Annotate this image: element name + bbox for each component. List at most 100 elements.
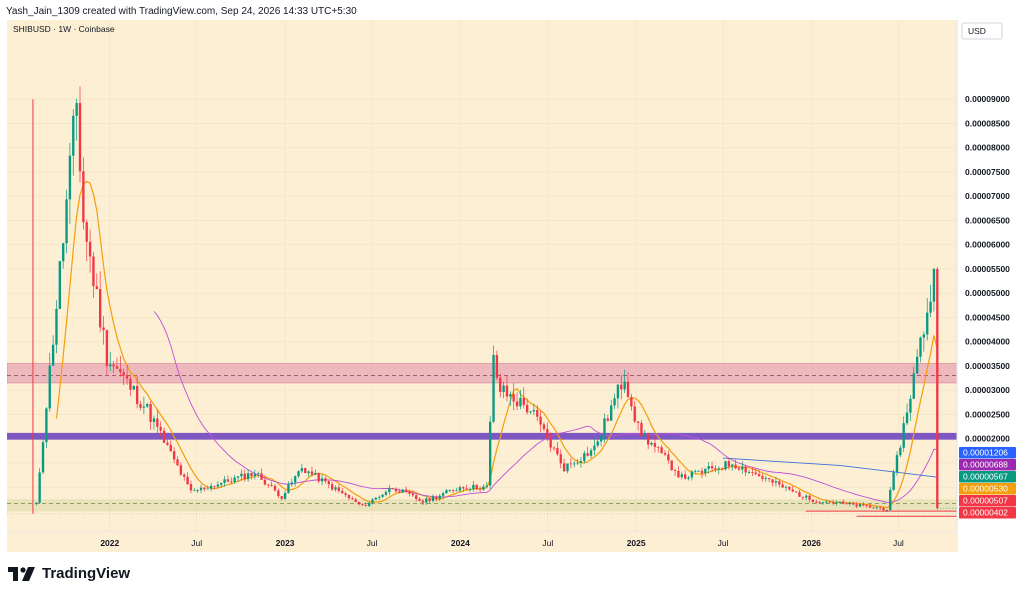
candle-body — [438, 495, 441, 499]
candle-body — [754, 472, 757, 475]
candle-body — [502, 385, 505, 392]
candle-body — [98, 289, 102, 328]
candle-body — [92, 256, 95, 287]
candle-body — [929, 301, 932, 313]
candle-body — [720, 468, 724, 470]
candle-body — [172, 451, 176, 460]
candle-body — [670, 460, 673, 471]
candle-body — [633, 406, 636, 422]
candle-body — [411, 493, 415, 496]
candle-body — [794, 491, 798, 493]
candle-body — [868, 505, 872, 508]
candle-body — [48, 365, 51, 409]
candle-body — [751, 472, 754, 473]
candle-body — [586, 453, 589, 456]
candle-body — [878, 507, 882, 509]
candle-body — [388, 488, 391, 493]
candle-body — [845, 503, 848, 505]
candle-body — [875, 507, 878, 509]
candle-body — [176, 459, 179, 466]
candle-body — [314, 472, 317, 475]
candle-body — [58, 261, 62, 309]
candle-body — [623, 381, 626, 390]
candle-body — [889, 489, 892, 511]
candle-body — [324, 478, 327, 482]
candle-body — [862, 504, 865, 506]
candle-body — [522, 397, 525, 405]
candle-body — [135, 385, 139, 404]
candle-body — [660, 447, 663, 454]
ma-slow-line — [153, 311, 938, 503]
candle-body — [300, 468, 304, 472]
candle-body — [589, 450, 593, 456]
price-label-text: 0.00000688 — [963, 460, 1008, 470]
candle-body — [734, 464, 737, 469]
price-tick-label: 0.00004500 — [965, 312, 1010, 322]
candle-body — [613, 398, 616, 406]
time-tick-label: Jul — [191, 538, 202, 548]
candle-body — [398, 491, 401, 493]
candle-body — [468, 489, 472, 491]
candle-body — [744, 466, 747, 473]
currency-button[interactable]: USD — [961, 22, 1003, 40]
candle-body — [243, 473, 246, 480]
candle-body — [741, 466, 744, 470]
candle-body — [431, 496, 435, 502]
time-tick-label: Jul — [718, 538, 729, 548]
candle-body — [657, 446, 660, 448]
candle-body — [267, 484, 270, 486]
candle-body — [704, 468, 707, 474]
candle-body — [273, 485, 277, 491]
time-tick-label: 2024 — [451, 538, 470, 548]
candle-body — [109, 364, 112, 367]
time-axis: 2022 Jul 2023 Jul 2024 Jul 2025 Jul 2026 Jul — [100, 538, 904, 548]
candle-body — [899, 447, 902, 456]
candle-body — [206, 488, 209, 490]
candle-body — [626, 381, 630, 398]
candle-body — [45, 408, 48, 443]
candle-body — [280, 496, 283, 499]
candle-body — [223, 479, 226, 483]
candle-body — [710, 466, 714, 469]
time-tick-label: 2026 — [802, 538, 821, 548]
purple-level-band — [7, 432, 957, 440]
candle-body — [680, 474, 683, 478]
time-tick-label: Jul — [893, 538, 904, 548]
candle-body — [35, 502, 38, 504]
candle-body — [189, 484, 193, 491]
candle-body — [653, 442, 657, 447]
time-tick-label: Jul — [542, 538, 553, 548]
candle-body — [465, 488, 468, 490]
candle-body — [112, 364, 115, 367]
candle-body — [919, 337, 922, 357]
candle-body — [818, 501, 821, 503]
candle-body — [203, 487, 206, 490]
price-tick-label: 0.00003000 — [965, 385, 1010, 395]
candle-body — [260, 473, 263, 480]
candle-body — [122, 372, 125, 376]
candle-body — [102, 327, 105, 331]
candle-body — [95, 286, 98, 290]
candle-body — [532, 410, 536, 412]
candle-body — [290, 482, 293, 485]
candle-body — [119, 368, 122, 373]
candle-body — [909, 398, 912, 413]
candle-body — [250, 473, 253, 477]
candle-body — [183, 474, 186, 477]
candle-body — [663, 453, 667, 455]
candle-body — [579, 461, 583, 463]
candle-body — [115, 366, 119, 369]
candle-body — [771, 479, 774, 483]
candle-body — [599, 435, 603, 442]
candle-body — [593, 445, 596, 451]
candle-body — [344, 493, 347, 496]
candle-body — [82, 171, 85, 223]
candle-body — [926, 312, 929, 335]
price-label-tag — [959, 459, 1016, 471]
candle-body — [525, 404, 529, 413]
candle-body — [683, 474, 687, 479]
candle-body — [915, 356, 919, 374]
candle-body — [690, 471, 694, 478]
price-chart[interactable]: 0.00009000 0.00008500 0.00008000 0.00007500… — [7, 20, 1016, 552]
candle-body — [391, 488, 394, 489]
